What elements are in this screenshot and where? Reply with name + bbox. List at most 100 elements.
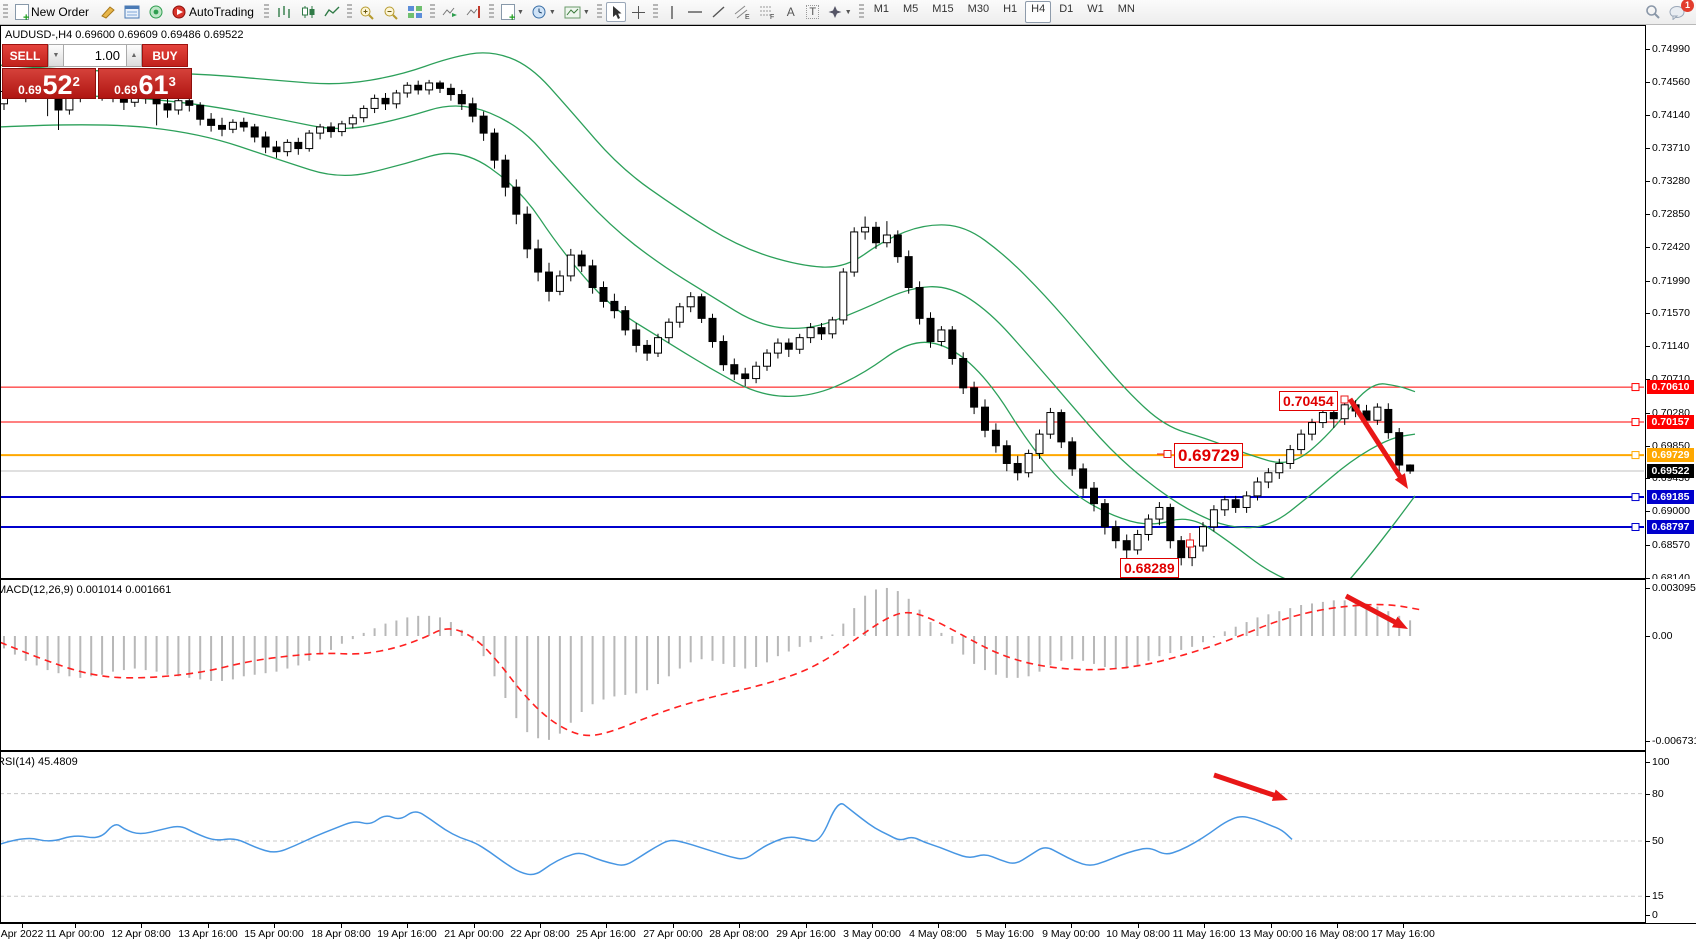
axis-tick (1646, 49, 1650, 50)
text-label-icon: T (806, 5, 820, 19)
market-watch-button[interactable] (121, 2, 143, 22)
candlestick (1100, 503, 1109, 528)
trend-arrow[interactable] (1347, 397, 1406, 483)
timeframe-mn[interactable]: MN (1117, 3, 1135, 15)
new-order-button[interactable]: + New Order (12, 2, 95, 24)
timeframe-h4[interactable]: H4 (1025, 1, 1052, 23)
symbol-ohlc-label: AUDUSD-,H4 0.69600 0.69609 0.69486 0.695… (5, 29, 244, 41)
search-button[interactable] (1642, 2, 1664, 22)
callout-anchor[interactable] (1340, 395, 1349, 404)
notifications-button[interactable]: 1 (1666, 0, 1694, 22)
arrows-tool-button[interactable]: ▼ (825, 2, 855, 22)
channel-tool-button[interactable]: E (731, 2, 754, 22)
templates-button[interactable]: ▼ (561, 2, 593, 22)
sell-price-tile[interactable]: 0.69 52 2 (2, 68, 96, 99)
candlestick-chart-button[interactable] (297, 2, 319, 22)
fibonacci-tool-button[interactable]: F (756, 2, 779, 22)
sell-button[interactable]: SELL (2, 44, 48, 67)
time-tick (407, 924, 408, 928)
axis-tick (1646, 762, 1650, 763)
buy-button[interactable]: BUY (142, 44, 188, 67)
candlestick (915, 286, 924, 319)
timeframe-d1[interactable]: D1 (1059, 3, 1074, 15)
buy-price-tile[interactable]: 0.69 61 3 (98, 68, 192, 99)
crosshair-icon (631, 5, 645, 19)
line-handle[interactable] (1631, 493, 1640, 502)
line-handle[interactable] (1631, 451, 1640, 460)
time-tick (274, 924, 275, 928)
line-handle[interactable] (1631, 523, 1640, 532)
chevron-down-icon: ▼ (548, 8, 556, 16)
timeframe-m1[interactable]: M1 (873, 3, 889, 15)
trend-arrow-head[interactable] (1391, 616, 1408, 629)
line-handle[interactable] (1631, 383, 1640, 392)
candlestick (468, 103, 477, 117)
chevron-down-icon: ▼ (582, 8, 590, 16)
callout-anchor[interactable] (1163, 450, 1172, 458)
chart-shift-button[interactable] (463, 2, 485, 22)
candlestick (1024, 452, 1033, 474)
trend-arrow[interactable] (1344, 593, 1402, 627)
axis-tick (1646, 841, 1650, 842)
volume-increase-button[interactable]: ▲ (126, 44, 142, 67)
candlestick (545, 271, 553, 292)
timeframe-m30[interactable]: M30 (967, 3, 990, 15)
auto-scroll-button[interactable] (439, 2, 461, 22)
main-chart[interactable] (0, 25, 1646, 579)
axis-tick (1646, 896, 1650, 897)
price-callout[interactable]: 0.68289 (1120, 558, 1179, 578)
autotrading-button[interactable]: AutoTrading (169, 2, 260, 22)
trend-arrow[interactable] (1213, 772, 1281, 800)
timeframe-m5[interactable]: M5 (902, 3, 919, 15)
zoom-out-button[interactable] (380, 2, 402, 22)
time-tick (75, 924, 76, 928)
sell-price-base: 0.69 (18, 83, 42, 97)
candlestick (839, 271, 848, 321)
timeframe-h1[interactable]: H1 (1003, 3, 1018, 15)
candlestick (730, 364, 739, 375)
trend-arrow-head[interactable] (1394, 473, 1408, 489)
zoom-in-button[interactable] (356, 2, 378, 22)
trendline-tool-button[interactable] (708, 2, 729, 22)
candlestick (1090, 487, 1098, 505)
timeframe-m15[interactable]: M15 (932, 3, 954, 15)
cursor-tool-button[interactable] (605, 2, 626, 22)
profiles-button[interactable]: ▼ (529, 2, 559, 22)
new-chart-button[interactable]: + ▼ (498, 2, 527, 24)
time-tick (341, 924, 342, 928)
volume-decrease-button[interactable]: ▼ (48, 44, 64, 67)
callout-anchor[interactable] (1186, 539, 1194, 548)
vertical-line-tool-button[interactable] (662, 2, 682, 22)
macd-panel[interactable] (0, 579, 1646, 751)
price-tick: 0.71990 (1652, 274, 1690, 287)
tile-windows-button[interactable] (404, 2, 426, 22)
text-tool-button[interactable]: A (781, 2, 801, 22)
candlestick (1406, 464, 1415, 472)
rsi-panel[interactable] (0, 751, 1646, 923)
candlestick (795, 337, 804, 350)
line-handle[interactable] (1631, 418, 1640, 427)
volume-input[interactable] (64, 44, 126, 67)
candlestick (664, 321, 673, 339)
text-label-tool-button[interactable]: T (803, 2, 823, 22)
price-callout[interactable]: 0.69729 (1174, 443, 1244, 468)
price-tick: 0.69000 (1652, 505, 1690, 518)
axis-tick (1646, 346, 1650, 348)
candlestick (991, 429, 1000, 447)
chevron-down-icon: ▼ (844, 8, 852, 16)
bar-chart-button[interactable] (273, 2, 295, 22)
styler-button[interactable] (97, 2, 119, 22)
toolbar-grip (3, 4, 8, 20)
candlestick (1384, 408, 1393, 434)
new-order-icon: + (15, 4, 29, 24)
line-chart-button[interactable] (321, 2, 343, 22)
crosshair-tool-button[interactable] (628, 2, 649, 22)
candlestick (1079, 468, 1088, 489)
timeframe-w1[interactable]: W1 (1087, 3, 1104, 15)
horizontal-line-tool-button[interactable] (684, 2, 706, 22)
time-axis[interactable]: Apr 2022 11 Apr 00:00 12 Apr 08:00 13 Apr 1… (0, 923, 1696, 944)
trend-arrow-head[interactable] (1271, 789, 1288, 801)
signals-button[interactable] (145, 2, 167, 22)
price-callout[interactable]: 0.70454 (1279, 391, 1338, 411)
